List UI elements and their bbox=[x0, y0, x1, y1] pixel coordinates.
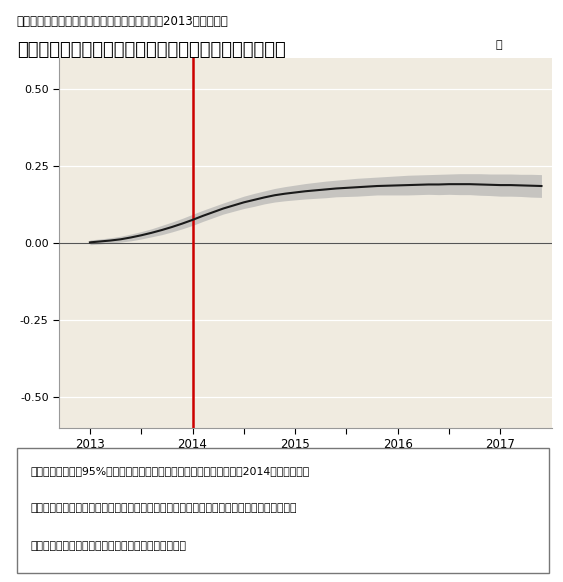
FancyBboxPatch shape bbox=[17, 448, 549, 573]
Text: 法定雇用率を達成していなかった企業（納付金の影響）: 法定雇用率を達成していなかった企業（納付金の影響） bbox=[17, 41, 285, 59]
Text: 注：網かけ部分は95%信頼区間を示す。また、赤線は政策変更前年（2014年）である。: 注：網かけ部分は95%信頼区間を示す。また、赤線は政策変更前年（2014年）であ… bbox=[30, 466, 310, 475]
Text: 年ダミー、都道府県ダミーでコントロールしている。: 年ダミー、都道府県ダミーでコントロールしている。 bbox=[30, 541, 186, 551]
X-axis label: year: year bbox=[292, 457, 319, 470]
Text: 図３：政策変更による障がい者雇用率の増減（2013年を基準）: 図３：政策変更による障がい者雇用率の増減（2013年を基準） bbox=[17, 15, 229, 27]
Text: 注: 注 bbox=[495, 40, 502, 49]
Text: 推計は、調整された常用雇用者数の４次多項式、特定子会社を所有している企業のダミー、: 推計は、調整された常用雇用者数の４次多項式、特定子会社を所有している企業のダミー… bbox=[30, 503, 297, 513]
